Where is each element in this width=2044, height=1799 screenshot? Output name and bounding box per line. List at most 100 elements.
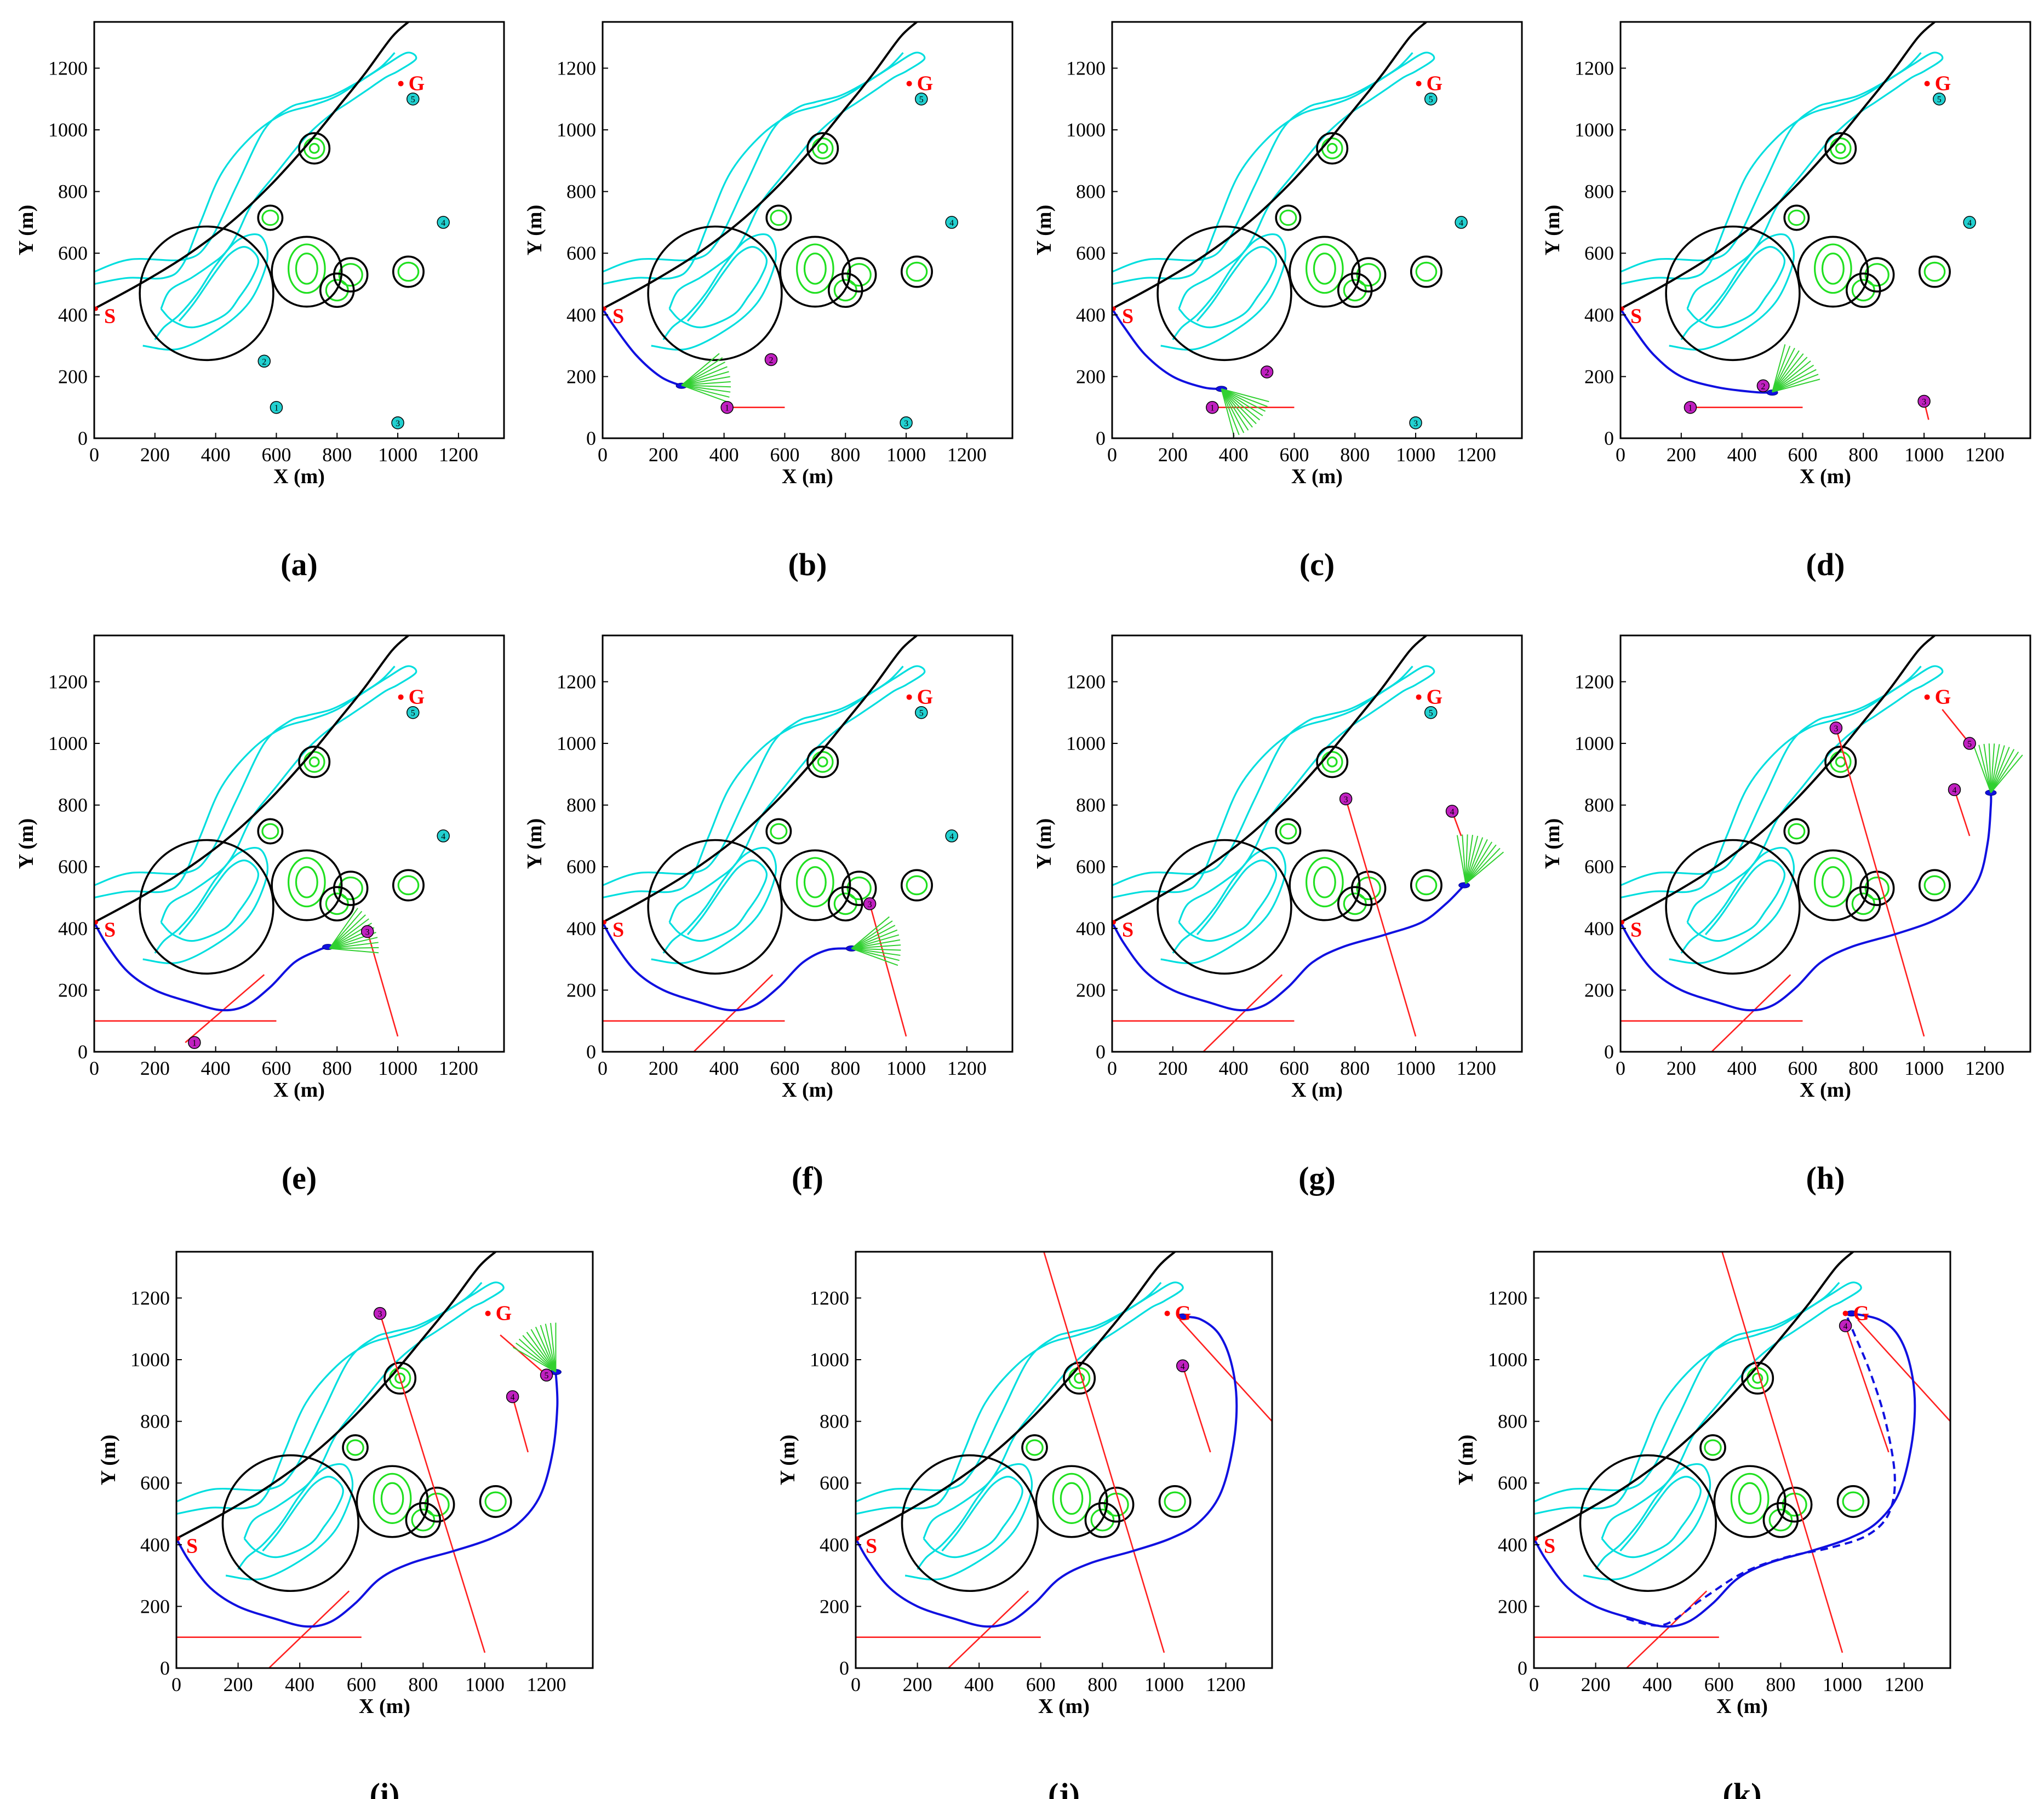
fan-ray xyxy=(851,939,901,949)
y-tick-label: 400 xyxy=(140,1534,170,1556)
boundary-curve xyxy=(1112,635,1427,924)
threat-circle xyxy=(827,886,863,922)
threat-circle xyxy=(1156,839,1292,975)
terrain-contour xyxy=(1415,875,1438,896)
goal-label: G xyxy=(1427,686,1443,709)
goal-marker xyxy=(906,694,912,700)
x-tick-label: 400 xyxy=(201,1057,231,1079)
start-marker xyxy=(1534,1536,1538,1541)
moving-target xyxy=(1963,737,1976,750)
fan-ray xyxy=(851,948,901,956)
fan-ray xyxy=(329,910,363,949)
panel-f: 4 5 3 S G 0 200 400 600 800 1000 1200 0 200 400 600 800 1… xyxy=(523,634,1014,1196)
planned-path xyxy=(1626,1316,1896,1627)
flight-path xyxy=(603,308,682,387)
terrain-contour xyxy=(796,243,834,294)
y-tick-label: 0 xyxy=(586,1041,596,1063)
terrain-contour xyxy=(1923,261,1946,282)
y-axis-label: Y (m) xyxy=(15,205,38,256)
terrain-contour xyxy=(1326,142,1338,154)
goal-marker xyxy=(1416,694,1422,700)
river-line xyxy=(94,51,417,310)
start-marker xyxy=(176,1536,180,1541)
terrain-contour xyxy=(295,253,318,285)
x-axis-label: X (m) xyxy=(273,1079,325,1102)
river-line xyxy=(923,1476,1023,1559)
threat-circle xyxy=(319,272,355,308)
y-tick-label: 200 xyxy=(58,365,88,387)
x-tick-label: 800 xyxy=(1848,1057,1878,1079)
fan-ray xyxy=(329,918,369,949)
fan-ray xyxy=(1983,743,1991,793)
x-tick-label: 600 xyxy=(1026,1674,1056,1695)
x-tick-label: 600 xyxy=(770,444,799,466)
goal-label: G xyxy=(1935,72,1951,95)
moving-target xyxy=(1917,394,1931,408)
terrain-contour xyxy=(1321,137,1343,159)
y-tick-label: 0 xyxy=(1518,1657,1527,1679)
terrain-contour xyxy=(373,1473,412,1525)
terrain-contour xyxy=(1851,892,1875,915)
threat-circle xyxy=(841,870,877,906)
threat-circle xyxy=(900,869,933,902)
threat-circle xyxy=(841,257,877,293)
fan-ray xyxy=(1772,364,1814,393)
y-tick-label: 1200 xyxy=(130,1287,170,1309)
x-tick-label: 600 xyxy=(1279,444,1309,466)
terrain-contour xyxy=(1829,137,1852,159)
x-tick-label: 600 xyxy=(1704,1674,1734,1695)
y-tick-label: 600 xyxy=(566,856,596,878)
start-label: S xyxy=(1630,305,1642,328)
y-tick-label: 1200 xyxy=(557,57,596,79)
flight-path xyxy=(1621,308,1773,394)
terrain-contour xyxy=(303,137,325,159)
fan-ray xyxy=(516,1342,557,1373)
x-tick-label: 400 xyxy=(709,444,739,466)
goal-label: G xyxy=(1427,72,1443,95)
x-axis-label: X (m) xyxy=(273,465,325,488)
static-target xyxy=(257,354,271,368)
x-tick-label: 0 xyxy=(171,1674,181,1695)
panel-d: 4 5 1 2 3 S G 0 200 400 600 800 1000 1200 0 200 400 600 80… xyxy=(1541,21,2031,582)
x-tick-label: 1200 xyxy=(439,444,478,466)
x-tick-label: 200 xyxy=(1158,1057,1188,1079)
river-line xyxy=(856,1281,1184,1539)
y-tick-label: 1000 xyxy=(557,119,596,141)
static-target xyxy=(391,416,404,429)
plot-area: 3 4 5 xyxy=(176,1252,562,1668)
moving-target xyxy=(1206,400,1219,414)
x-axis-label: X (m) xyxy=(1800,465,1851,488)
x-tick-label: 200 xyxy=(224,1674,253,1695)
plot-area: 4 xyxy=(1534,1252,1950,1668)
static-target xyxy=(1424,706,1438,719)
x-tick-label: 800 xyxy=(831,444,860,466)
fan-ray xyxy=(329,914,366,949)
fan-ray xyxy=(329,942,379,949)
terrain-contour xyxy=(1738,1482,1762,1515)
terrain-contour xyxy=(394,1372,406,1384)
terrain-contour xyxy=(346,1439,364,1456)
terrain-contour xyxy=(1306,243,1344,294)
fan-ray xyxy=(545,1324,557,1372)
fan-ray xyxy=(1772,344,1786,392)
y-axis-label: Y (m) xyxy=(97,1435,120,1486)
terrain-contour xyxy=(288,243,326,294)
terrain-contour xyxy=(811,137,834,159)
boundary-curve xyxy=(1112,22,1427,310)
terrain-contour xyxy=(833,279,857,302)
moving-target-label: 4 xyxy=(1181,1362,1185,1371)
moving-target-label: 3 xyxy=(365,927,370,937)
terrain-contour xyxy=(338,876,363,901)
obstacle-line xyxy=(1845,1325,1890,1453)
static-target xyxy=(1424,92,1438,106)
y-tick-label: 400 xyxy=(1498,1534,1527,1556)
y-tick-label: 1200 xyxy=(1066,671,1106,692)
moving-target xyxy=(1829,721,1843,735)
terrain-contour xyxy=(303,750,325,773)
threat-circle xyxy=(419,1486,455,1523)
fan-ray xyxy=(513,1347,556,1373)
fan-ray xyxy=(1990,744,2000,793)
y-axis-label: Y (m) xyxy=(523,205,546,256)
fan-ray xyxy=(1465,834,1474,884)
start-marker xyxy=(94,306,98,311)
